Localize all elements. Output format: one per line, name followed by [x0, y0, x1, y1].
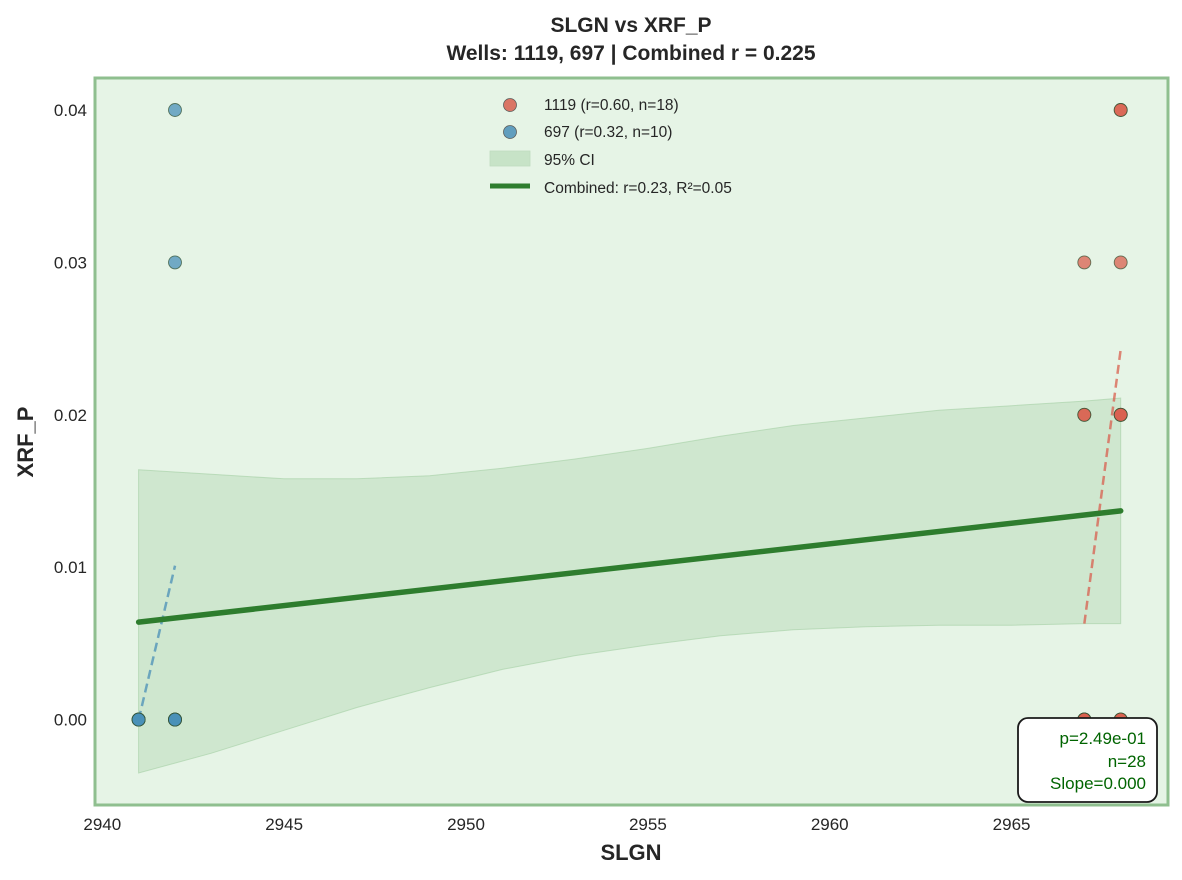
data-point-1119	[1113, 407, 1128, 422]
x-tick-label: 2940	[83, 815, 121, 834]
data-point-697	[168, 255, 182, 270]
x-tick-label: 2955	[629, 815, 667, 834]
data-point-1119	[1077, 255, 1092, 270]
x-tick-label: 2950	[447, 815, 485, 834]
data-point-1119	[1077, 407, 1092, 422]
stats-n: n=28	[1108, 752, 1146, 771]
x-axis-label: SLGN	[600, 840, 661, 865]
legend-label-697: 697 (r=0.32, n=10)	[544, 124, 672, 141]
stats-slope: Slope=0.000	[1050, 774, 1146, 793]
chart-subtitle: Wells: 1119, 697 | Combined r = 0.225	[446, 42, 815, 65]
chart-title: SLGN vs XRF_P	[550, 14, 711, 37]
y-tick-label: 0.01	[54, 558, 87, 577]
y-tick-label: 0.02	[54, 406, 87, 425]
data-point-1119	[1113, 255, 1128, 270]
legend: 1119 (r=0.60, n=18) 697 (r=0.32, n=10) 9…	[489, 97, 732, 197]
combined-fit-line	[135, 508, 1124, 625]
plot-background	[95, 78, 1168, 805]
stats-p-value: p=2.49e-01	[1060, 729, 1147, 748]
trend-line-1119	[1083, 349, 1122, 624]
y-tick-label: 0.00	[54, 711, 87, 730]
legend-label-combined: Combined: r=0.23, R²=0.05	[544, 180, 732, 197]
legend-marker-697	[503, 125, 517, 139]
legend-marker-ci	[489, 150, 531, 167]
y-tick-label: 0.04	[54, 101, 87, 120]
data-point-697	[168, 103, 182, 117]
stats-box: p=2.49e-01 n=28 Slope=0.000	[1017, 717, 1158, 803]
trend-line-697	[137, 565, 177, 720]
x-tick-label: 2945	[265, 815, 303, 834]
y-axis-label: XRF_P	[13, 407, 38, 478]
data-point-697	[168, 712, 182, 727]
legend-label-ci: 95% CI	[544, 152, 595, 169]
x-tick-label: 2965	[993, 815, 1031, 834]
y-tick-label: 0.03	[54, 253, 87, 272]
plot-border	[93, 76, 1170, 807]
stats-box-frame	[1017, 717, 1158, 803]
data-point-697	[131, 712, 146, 727]
legend-label-1119: 1119 (r=0.60, n=18)	[544, 97, 679, 114]
data-point-1119	[1113, 103, 1128, 117]
ci-band	[138, 397, 1122, 774]
x-tick-label: 2960	[811, 815, 849, 834]
legend-marker-1119	[503, 98, 517, 112]
